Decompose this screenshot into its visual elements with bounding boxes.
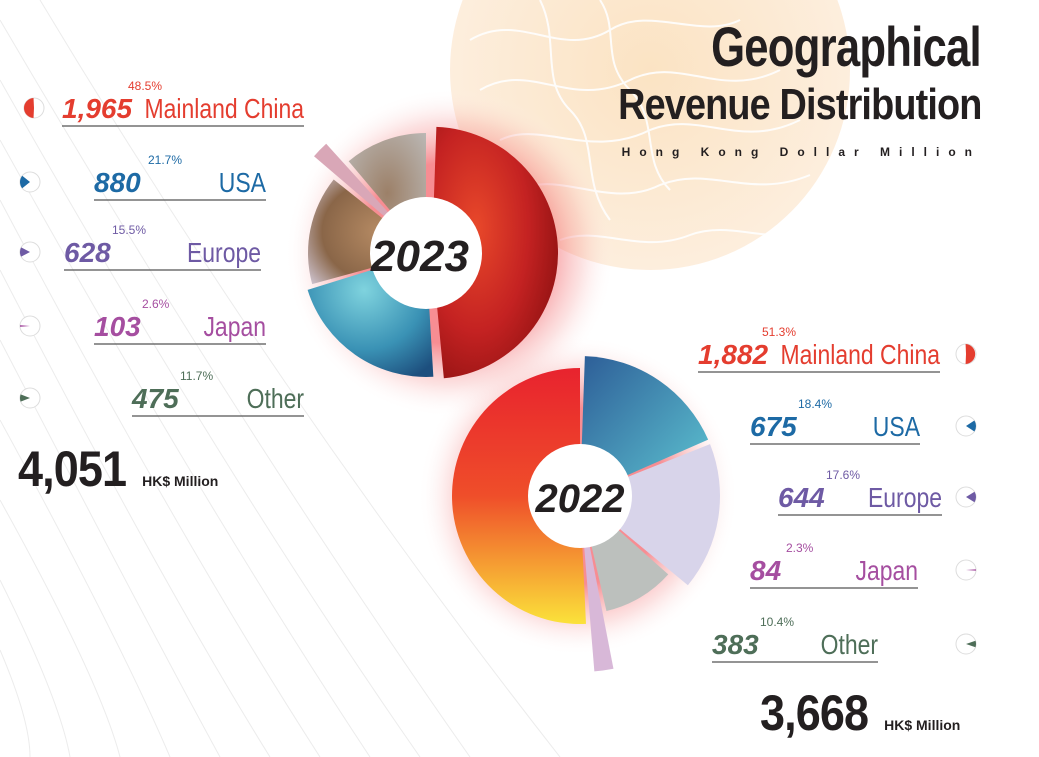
legend-value: 475 [131,383,179,414]
legend-percent: 11.7% [180,369,213,383]
legend-row-2022-japan: 84 2.3% Japan [750,541,977,589]
legend-percent: 10.4% [760,615,794,629]
pie-indicator-icon [955,559,977,581]
legend-percent: 15.5% [112,223,146,237]
legend-row-2023-usa: 880 21.7% USA [19,153,267,201]
legend-region: Other [247,384,305,415]
legend-percent: 18.4% [798,397,832,411]
legend-percent: 2.6% [142,297,170,311]
total-unit-2023: HK$ Million [142,473,219,489]
legend-region: USA [219,168,267,199]
legend-percent: 17.6% [826,468,860,482]
pie-indicator-icon [955,343,977,365]
legend-value: 1,882 [698,339,768,370]
legend-value: 84 [750,555,782,586]
legend-region: Japan [203,312,266,343]
year-label-2023: 2023 [370,232,469,281]
pie-indicator-icon [19,315,41,337]
legend-value: 880 [94,167,141,198]
legend-value: 675 [750,411,797,442]
total-2022: 3,668 HK$ Million [760,684,960,742]
total-value-2023: 4,051 [18,441,127,497]
legend-value: 644 [778,482,825,513]
center-2023: 2023 [370,197,482,309]
total-2023: 4,051 HK$ Million [18,440,218,498]
legend-region: Mainland China [781,340,941,371]
pie-indicator-icon [955,633,977,655]
legend-region: Europe [187,238,261,269]
legend-value: 103 [94,311,141,342]
legend-value: 628 [64,237,111,268]
legend-percent: 2.3% [786,541,814,555]
pie-indicator-icon [23,97,45,119]
legend-percent: 48.5% [128,79,162,93]
legend-region: Mainland China [145,94,305,125]
legend-region: USA [873,412,921,443]
legend-value: 383 [712,629,759,660]
total-unit-2022: HK$ Million [884,717,961,733]
legend-percent: 21.7% [148,153,182,167]
year-label-2022: 2022 [535,477,625,521]
slice-2023-mainland-china [431,126,558,379]
pie-indicator-icon [19,171,41,193]
center-2022: 2022 [528,444,632,548]
title-line-2: Revenue Distribution [617,80,982,129]
legend-region: Other [821,630,879,661]
legend-percent: 51.3% [762,325,796,339]
pie-indicator-icon [19,387,41,409]
legend-value: 1,965 [62,93,132,124]
title-line-1: Geographical [711,15,982,78]
pie-indicator-icon [955,415,977,437]
background-arcs [0,0,561,757]
legend-region: Europe [868,483,942,514]
subtitle: Hong Kong Dollar Million [621,145,981,159]
legend-region: Japan [855,556,918,587]
slice-2022-europe [580,444,720,586]
slice-2022-mainland-china [451,368,586,624]
pie-indicator-icon [955,486,977,508]
total-value-2022: 3,668 [760,685,869,741]
pie-indicator-icon [19,241,41,263]
